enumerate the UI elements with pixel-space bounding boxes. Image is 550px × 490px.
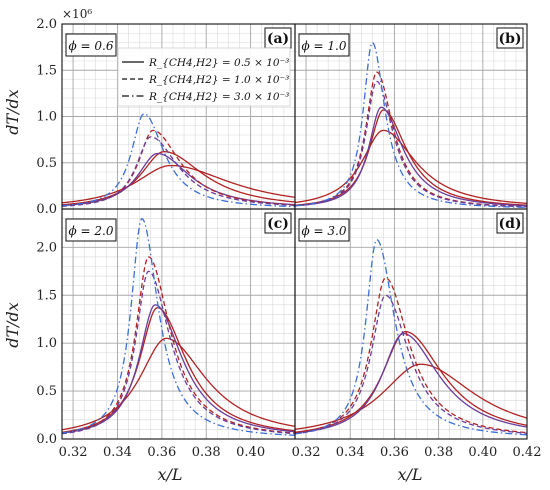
x-tick-label: 0.40 [468,445,497,460]
x-tick-label: 0.34 [336,445,365,460]
panel-tag-b: (b) [496,27,524,49]
legend-label-solid: R_{CH4,H2} = 0.5 × 10⁻³ [148,57,289,69]
y-tick-label-bottom: 0.5 [36,384,57,399]
phi-box [298,33,350,57]
panel-tag-text: (c) [267,216,289,232]
x-tick-label: 0.36 [147,445,176,460]
series-line-d-5 [295,239,527,436]
series-line-d-2 [295,332,527,434]
x-tick-label: 0.34 [103,445,132,460]
series-line-d-4 [295,294,527,435]
x-tick-label: 0.40 [236,445,265,460]
panel-tag-text: (a) [267,31,289,47]
series-line-c-1 [62,307,295,433]
frame-layer [61,23,528,440]
series-line-c-5 [62,217,295,436]
y-tick-label-top: 0.0 [36,202,57,217]
series-line-a-1 [62,150,295,206]
y-tick-label-top: 1.5 [36,63,57,78]
phi-text: ϕ = 2.0 [69,224,114,238]
series-line-b-5 [295,41,527,208]
x-axis-label-left: x/L [157,465,182,484]
phi-text: ϕ = 1.0 [302,39,347,53]
y-tick-label-top: 1.0 [36,110,57,125]
panel-tag-c: (c) [264,212,292,234]
panel-tag-a: (a) [264,27,292,49]
panel-tag-text: (b) [498,31,521,47]
series-line-a-3 [62,129,295,207]
panel-tag-box [264,212,292,234]
legend-box [117,47,291,107]
phi-label-d: ϕ = 3.0 [298,218,350,242]
y-tick-label-bottom: 1.0 [36,336,57,351]
series-line-b-4 [295,80,527,208]
x-tick-label: 0.38 [424,445,453,460]
x-tick-label: 0.38 [192,445,221,460]
multiplier-label: ×10⁶ [62,7,92,21]
y-axis-label-bottom: dT/dx [3,302,22,348]
y-tick-label-bottom: 0.0 [36,432,57,447]
series-line-b-2 [295,106,527,207]
series-line-a-2 [62,152,295,207]
series-line-d-0 [295,363,527,430]
phi-label-c: ϕ = 2.0 [65,218,117,242]
panel-tag-box [496,212,524,234]
y-tick-label-top: 0.5 [36,156,57,171]
legend-label-dashed: R_{CH4,H2} = 1.0 × 10⁻³ [148,74,289,86]
legend: R_{CH4,H2} = 0.5 × 10⁻³ R_{CH4,H2} = 1.0 … [117,47,291,107]
phi-box [65,33,117,57]
phi-text: ϕ = 3.0 [302,224,347,238]
x-tick-label: 0.32 [59,445,88,460]
series-line-c-3 [62,256,295,434]
legend-label-dashdot: R_{CH4,H2} = 3.0 × 10⁻³ [148,91,289,103]
y-tick-label-bottom: 2.0 [36,240,57,255]
curves-layer [62,41,527,436]
x-axis-label-right: x/L [397,465,422,484]
y-tick-label-bottom: 1.5 [36,288,57,303]
series-line-b-0 [295,129,527,205]
series-line-a-5 [62,113,295,208]
panel-tag-d: (d) [496,212,524,234]
x-tick-label: 0.36 [380,445,409,460]
series-line-a-4 [62,136,295,207]
y-axis-label-top: dT/dx [3,89,22,135]
panel-tag-box [496,27,524,49]
y-tick-label-top: 2.0 [36,17,57,32]
phi-label-a: ϕ = 0.6 [65,33,117,57]
panel-tag-text: (d) [498,216,521,232]
phi-box [65,218,117,242]
phi-label-b: ϕ = 1.0 [298,33,350,57]
series-line-c-0 [62,337,295,431]
labels-layer: ×10⁶ x/L x/L dT/dx dT/dx (a) ϕ = 0.6 (b) ϕ … [3,7,541,484]
panel-frame [294,208,528,440]
phi-text: ϕ = 0.6 [69,39,114,53]
x-tick-label: 0.32 [292,445,321,460]
phi-box [298,218,350,242]
series-line-c-4 [62,270,295,435]
series-line-b-1 [295,109,527,206]
series-line-d-3 [295,277,527,434]
x-tick-label: 0.42 [513,445,542,460]
